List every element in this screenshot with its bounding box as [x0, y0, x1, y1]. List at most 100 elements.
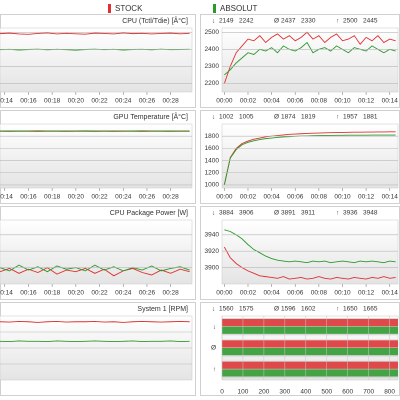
x-tick-label: 00:14: [382, 290, 399, 297]
line-series: [224, 41, 396, 76]
x-tick-label: 300: [279, 389, 290, 396]
x-tick-label: 00:04: [263, 290, 280, 297]
x-tick-label: 400: [300, 389, 311, 396]
stat-value: 1596: [281, 306, 296, 313]
stat-value: 1560: [219, 306, 234, 313]
x-tick-label: 00:12: [358, 98, 375, 105]
stat-symbol: Ø: [274, 18, 279, 25]
x-tick-label: 00:26: [139, 290, 156, 297]
x-tick-label: 700: [363, 389, 374, 396]
x-tick-label: 00:00: [216, 194, 233, 201]
x-tick-label: 00:06: [287, 194, 304, 201]
x-tick-label: 00:14: [382, 98, 399, 105]
stat-value: 1874: [281, 114, 296, 121]
x-tick-label: 00:18: [44, 290, 61, 297]
x-tick-label: 00:02: [240, 290, 257, 297]
plot-area: [221, 219, 399, 285]
x-tick-label: 00:04: [263, 194, 280, 201]
x-tick-label: 200: [258, 389, 269, 396]
bar: [222, 319, 398, 327]
stat-value: 3906: [239, 210, 254, 217]
x-tick-label: 00:24: [115, 98, 132, 105]
legend-swatch: [108, 4, 111, 13]
x-tick-label: 00:22: [91, 98, 108, 105]
stat-value: 3911: [301, 210, 315, 217]
stat-value: 2500: [343, 18, 358, 25]
stat-value: 1665: [363, 306, 378, 313]
bar: [222, 348, 398, 356]
legend-label: ABSOLUT: [220, 4, 257, 13]
x-tick-label: 00:18: [44, 98, 61, 105]
x-tick-label: 00:18: [44, 194, 61, 201]
plot: [222, 318, 398, 378]
plot: [0, 264, 190, 277]
legend-label: STOCK: [115, 4, 143, 13]
y-tick-label: 2200: [205, 80, 220, 87]
plot-area: [221, 123, 399, 189]
y-tick-label: 3920: [205, 248, 220, 255]
x-tick-label: 500: [321, 389, 332, 396]
x-tick-label: 00:20: [68, 290, 85, 297]
y-tick-label: 2400: [205, 46, 220, 53]
stat-value: 3948: [363, 210, 378, 217]
plot: [223, 31, 396, 84]
x-tick-label: 00:06: [287, 290, 304, 297]
plot: [0, 130, 190, 132]
stat-value: 1650: [343, 306, 358, 313]
plot-area: [221, 27, 399, 93]
x-tick-label: 00:00: [216, 98, 233, 105]
stat-value: 1575: [239, 306, 254, 313]
x-tick-label: 00:24: [115, 290, 132, 297]
x-tick-label: 00:10: [334, 98, 351, 105]
x-tick-label: 00:16: [20, 98, 37, 105]
stat-value: 3936: [343, 210, 358, 217]
x-tick-label: 00:22: [91, 290, 108, 297]
category-label: Ø: [211, 345, 216, 352]
stat-symbol: ↑: [336, 210, 339, 217]
stat-value: 2330: [301, 18, 316, 25]
y-tick-label: 1000: [205, 182, 220, 189]
bar: [222, 369, 398, 377]
panel-title: System 1 [RPM]: [137, 306, 188, 313]
plot: [223, 229, 396, 280]
x-tick-label: 00:28: [163, 290, 180, 297]
stat-symbol: Ø: [274, 210, 279, 217]
panel-title: CPU Package Power [W]: [110, 210, 188, 217]
line-series: [223, 31, 396, 84]
x-tick-label: 100: [238, 389, 249, 396]
line-series: [223, 246, 396, 280]
panel-title: CPU (Tctl/Tdie) [Â°C]: [122, 16, 188, 25]
category-label: ↑: [213, 366, 216, 373]
stat-symbol: ↓: [212, 210, 215, 217]
stat-symbol: ↑: [336, 18, 339, 25]
x-tick-label: 00:28: [163, 98, 180, 105]
x-tick-label: 00:26: [139, 98, 156, 105]
stat-symbol: ↓: [212, 18, 215, 25]
legend-swatch: [213, 4, 216, 13]
plot-area: [0, 27, 193, 93]
x-tick-label: 00:16: [20, 290, 37, 297]
bar: [222, 340, 398, 348]
x-tick-label: 00:14: [0, 290, 13, 297]
x-tick-label: 00:08: [311, 98, 328, 105]
x-tick-label: 00:10: [334, 290, 351, 297]
y-tick-label: 3900: [205, 264, 220, 271]
bar: [222, 326, 398, 334]
line-series: [0, 32, 190, 35]
x-tick-label: 00:26: [139, 194, 156, 201]
y-tick-label: 3940: [205, 231, 220, 238]
stat-value: 2149: [219, 18, 234, 25]
y-tick-label: 2500: [205, 29, 220, 36]
stat-value: 1819: [301, 114, 316, 121]
x-tick-label: 00:06: [287, 98, 304, 105]
line-series: [0, 340, 190, 343]
y-tick-label: 1400: [205, 157, 220, 164]
bar: [222, 361, 398, 369]
plot-area: [0, 219, 193, 285]
plot: [223, 131, 396, 186]
stat-value: 3891: [281, 210, 296, 217]
stat-symbol: ↓: [212, 114, 215, 121]
panel-title: GPU Temperature [Â°C]: [113, 112, 188, 121]
stat-value: 2242: [239, 18, 254, 25]
